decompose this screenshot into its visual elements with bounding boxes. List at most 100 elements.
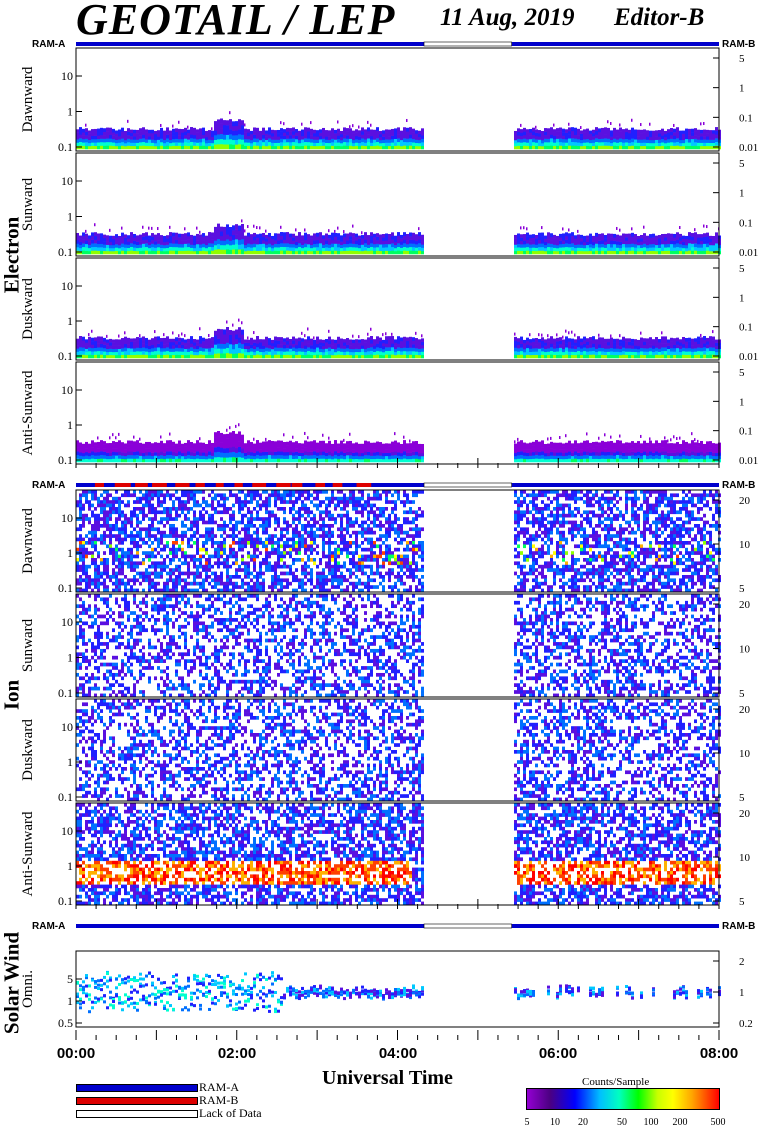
heatmap-cell (370, 232, 373, 237)
heatmap-cell (406, 145, 409, 150)
heatmap-cell (643, 447, 646, 452)
heatmap-cell (391, 455, 394, 459)
heatmap-cell (292, 233, 295, 238)
heatmap-cell (349, 432, 351, 436)
heatmap-cell (247, 239, 250, 244)
heatmap-cell (145, 451, 148, 456)
heatmap-cell (91, 142, 94, 146)
heatmap-cell (76, 588, 79, 593)
heatmap-cell (550, 127, 553, 132)
heatmap-cell (562, 132, 565, 136)
heatmap-cell (670, 354, 673, 359)
heatmap-cell (265, 458, 268, 463)
heatmap-cell (556, 128, 559, 132)
heatmap-cell (703, 343, 706, 348)
heatmap-cell (193, 145, 196, 150)
heatmap-cell (658, 244, 661, 248)
heatmap-cell (670, 344, 673, 349)
heatmap-cell (340, 341, 343, 346)
heatmap-cell (124, 336, 127, 341)
heatmap-cell (580, 338, 583, 343)
heatmap-cell (226, 332, 229, 338)
heatmap-cell (328, 136, 331, 140)
heatmap-cell (175, 354, 178, 359)
heatmap-cell (274, 142, 277, 147)
heatmap-cell (199, 250, 202, 255)
heatmap-cell (124, 354, 127, 359)
heatmap-cell (655, 351, 658, 355)
heatmap-cell (268, 236, 271, 241)
heatmap-cell (88, 343, 91, 348)
heatmap-cell (520, 132, 523, 137)
heatmap-cell (532, 234, 535, 238)
heatmap-cell (325, 458, 328, 463)
heatmap-cell (607, 138, 610, 143)
heatmap-cell (157, 236, 160, 241)
heatmap-cell (244, 339, 247, 343)
heatmap-cell (577, 135, 580, 140)
heatmap-cell (166, 440, 169, 445)
heatmap-cell (142, 145, 145, 150)
heatmap-cell (196, 440, 199, 445)
heatmap-cell (691, 233, 694, 237)
heatmap-cell (343, 455, 346, 460)
heatmap-cell (571, 338, 574, 343)
heatmap-cell (406, 240, 409, 245)
heatmap-cell (559, 445, 562, 450)
heatmap-cell (712, 330, 714, 334)
heatmap-cell (586, 451, 589, 456)
heatmap-cell (640, 443, 643, 447)
heatmap-cell (586, 443, 589, 448)
heatmap-cell (217, 248, 220, 255)
heatmap-cell (586, 244, 589, 249)
heatmap-cell (211, 354, 214, 359)
heatmap-cell (520, 135, 523, 140)
heatmap-cell (235, 229, 238, 235)
heatmap-cell (529, 342, 532, 346)
heatmap-cell (175, 337, 178, 342)
heatmap-cell (193, 348, 196, 352)
heatmap-cell (91, 537, 94, 542)
heatmap-cell (550, 455, 553, 459)
heatmap-cell (337, 350, 340, 355)
heatmap-cell (235, 234, 238, 240)
heatmap-cell (130, 132, 133, 137)
heatmap-cell (580, 348, 583, 352)
heatmap-cell (397, 339, 400, 344)
heatmap-cell (88, 581, 91, 586)
heatmap-cell (133, 351, 136, 356)
heatmap-cell (670, 337, 673, 342)
heatmap-cell (382, 345, 385, 350)
heatmap-cell (631, 134, 634, 139)
heatmap-cell (307, 448, 310, 453)
heatmap-cell (682, 354, 685, 359)
heatmap-cell (631, 118, 633, 122)
heatmap-cell (562, 348, 565, 353)
heatmap-cell (412, 458, 415, 463)
heatmap-cell (106, 244, 109, 249)
heatmap-cell (637, 247, 640, 252)
heatmap-cell (127, 142, 130, 146)
heatmap-cell (346, 250, 349, 255)
heatmap-cell (133, 435, 135, 439)
heatmap-cell (316, 136, 319, 140)
heatmap-cell (688, 138, 691, 143)
heatmap-cell (160, 344, 163, 349)
y-tick-label-right: 5 (739, 158, 745, 170)
heatmap-cell (364, 139, 367, 143)
heatmap-cell (121, 239, 124, 244)
heatmap-cell (313, 236, 316, 241)
heatmap-cell (172, 128, 175, 133)
heatmap-cell (607, 345, 610, 349)
heatmap-cell (400, 244, 403, 248)
heatmap-cell (397, 350, 400, 355)
chart-title: GEOTAIL / LEP (76, 0, 396, 44)
heatmap-cell (148, 339, 151, 344)
heatmap-cell (94, 568, 97, 572)
heatmap-cell (313, 345, 316, 350)
heatmap-cell (94, 524, 97, 528)
heatmap-cell (682, 130, 685, 134)
heatmap-cell (322, 447, 325, 452)
heatmap-cell (676, 243, 679, 248)
heatmap-cell (145, 351, 148, 355)
